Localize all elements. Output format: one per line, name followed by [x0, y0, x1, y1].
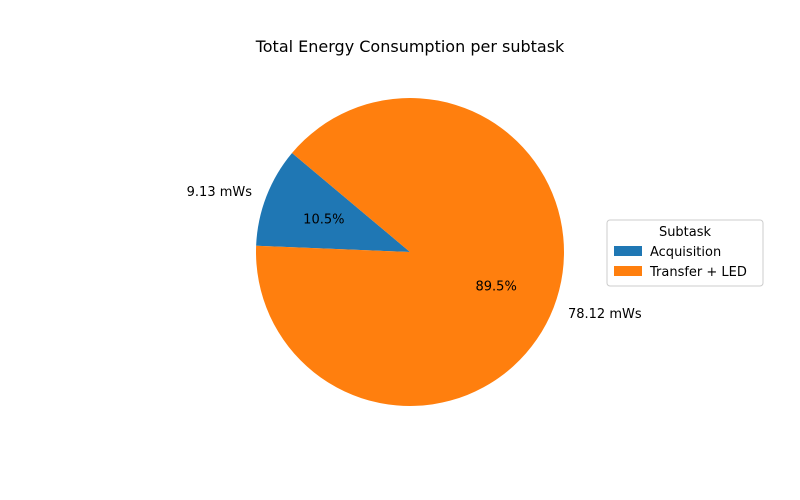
slice-value-label-acquisition: 9.13 mWs: [187, 185, 253, 200]
pie-labels: 9.13 mWs 10.5% 78.12 mWs 89.5%: [187, 185, 642, 322]
pie-slices: [256, 97, 564, 406]
chart-title: Total Energy Consumption per subtask: [255, 37, 565, 56]
slice-percent-label-acquisition: 10.5%: [303, 213, 344, 228]
legend-label-transfer-led: Transfer + LED: [649, 265, 747, 280]
legend-label-acquisition: Acquisition: [650, 245, 721, 260]
legend-title: Subtask: [659, 225, 712, 240]
pie-slice-acquisition: [256, 153, 410, 252]
slice-value-label-transfer-led: 78.12 mWs: [568, 307, 642, 322]
slice-percent-label-transfer-led: 89.5%: [476, 279, 517, 294]
legend-swatch-acquisition: [614, 246, 642, 256]
pie-slice-transfer-led: [256, 97, 564, 406]
legend: Subtask Acquisition Transfer + LED: [606, 219, 764, 287]
legend-swatch-transfer-led: [614, 266, 642, 276]
legend-frame: [606, 219, 764, 287]
